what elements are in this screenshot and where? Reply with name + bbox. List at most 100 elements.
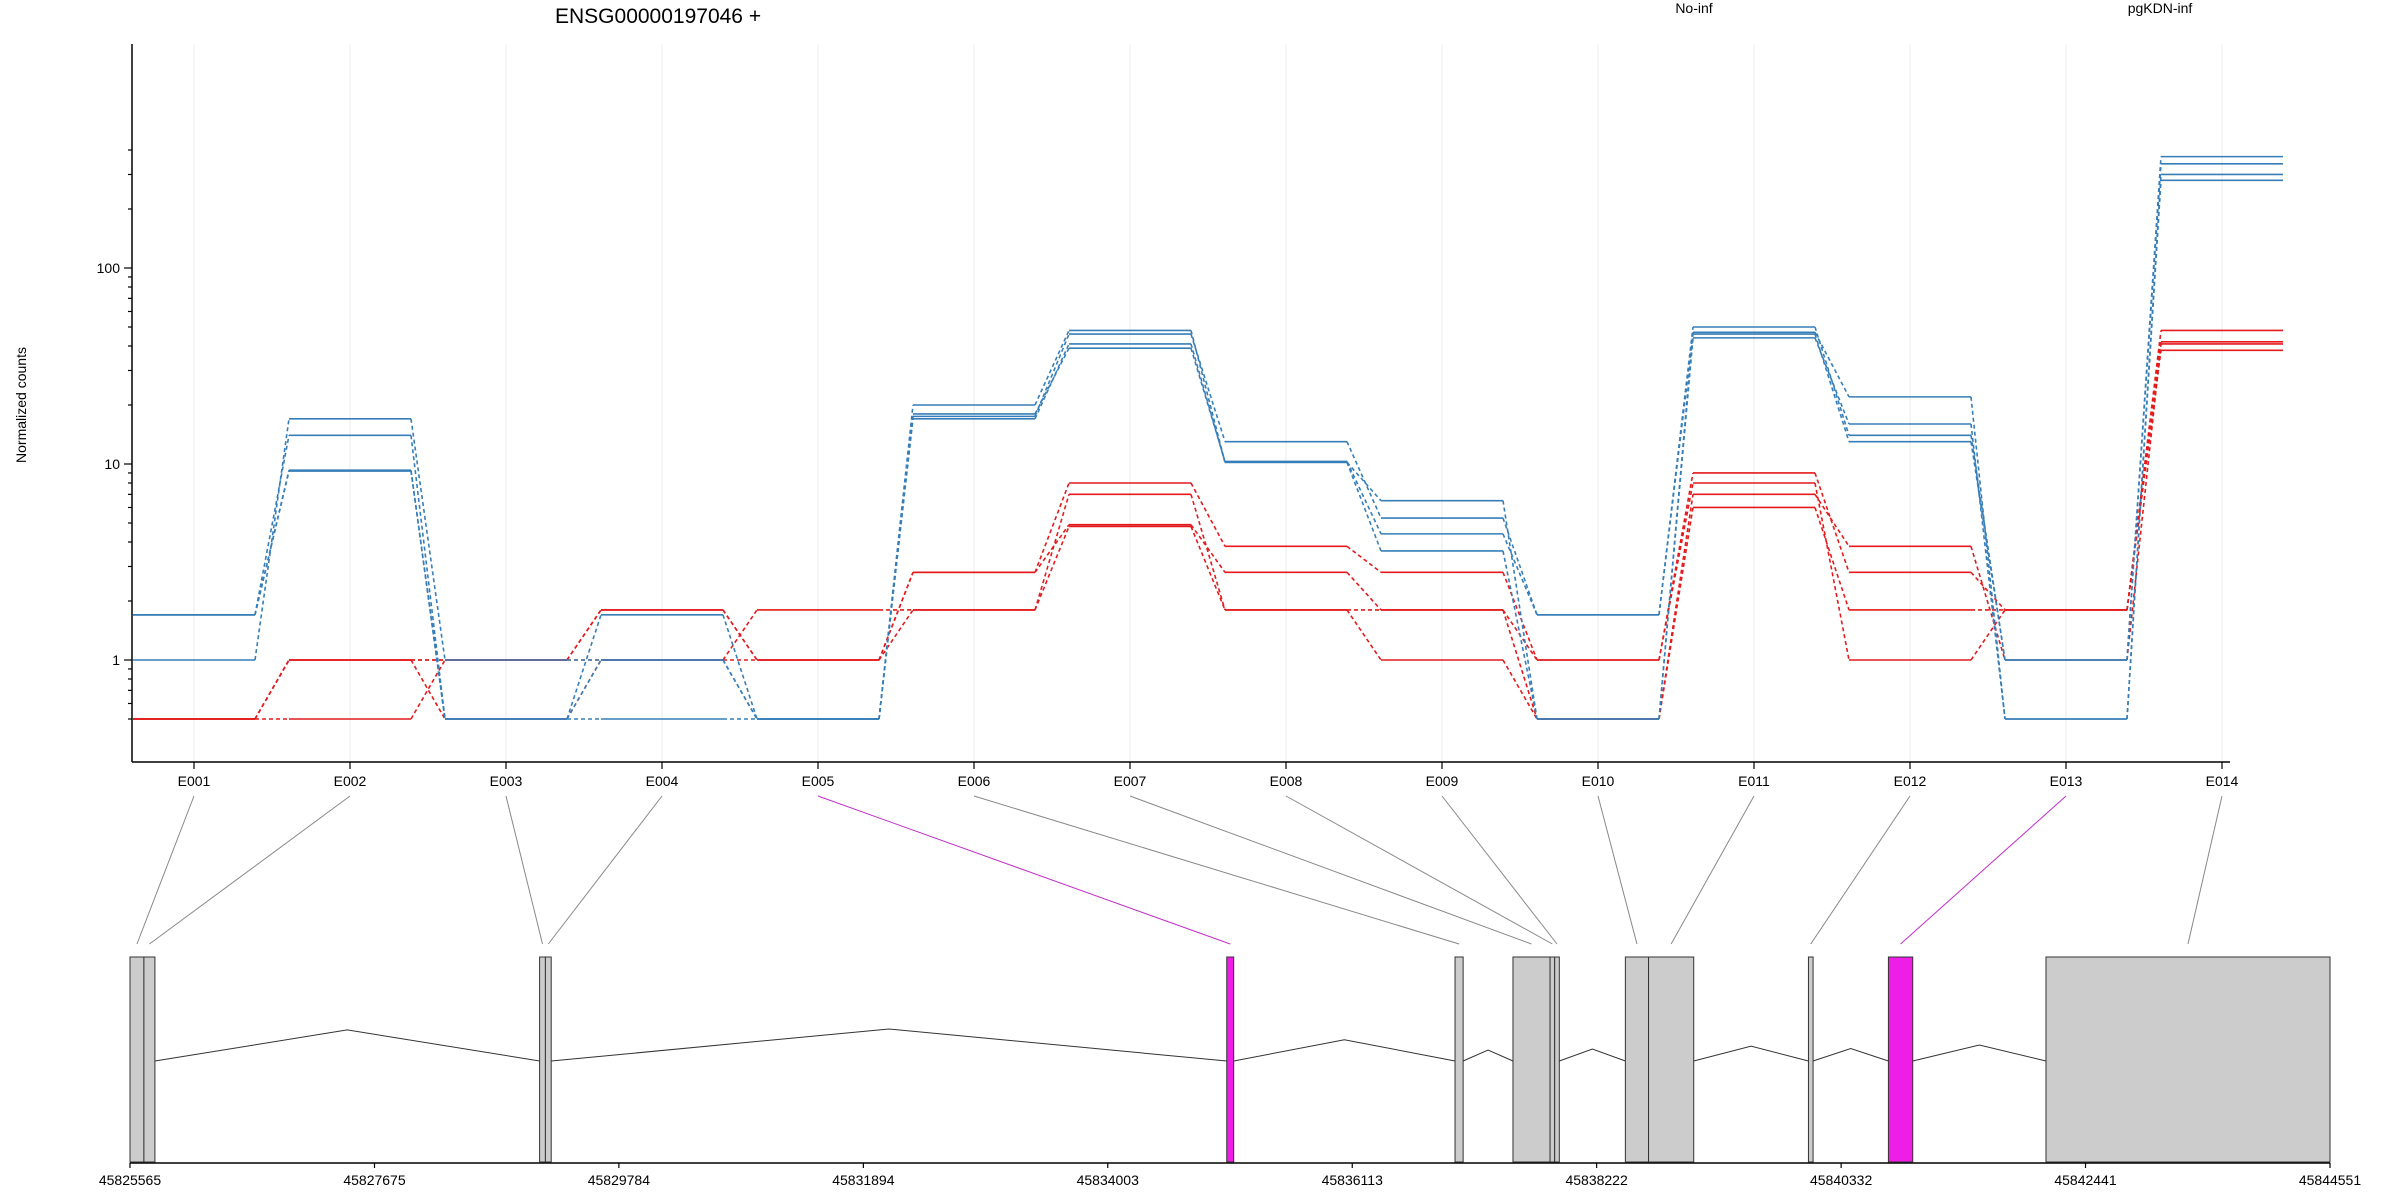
series-7-link-e007 (1190, 347, 1226, 462)
series-1-link-e009 (1502, 659, 1538, 720)
series-3-link-e002 (410, 659, 446, 720)
series-2-link-e002 (410, 659, 446, 720)
series-7-link-e013 (2126, 156, 2162, 661)
series-3-link-e008 (1346, 571, 1382, 611)
series-5-link-e009 (1502, 550, 1538, 720)
series-6-link-e009 (1502, 500, 1538, 720)
connector-e010 (1597, 795, 1638, 945)
series-2-link-e004 (722, 609, 758, 661)
x-tick-label-e008: E008 (1270, 773, 1303, 789)
intron-e013 (1912, 1044, 2047, 1062)
intron-e011 (1693, 1045, 1809, 1062)
x-tick-label-e009: E009 (1426, 773, 1459, 789)
series-7-link-e004 (722, 659, 758, 720)
series-5-link-e008 (1346, 462, 1382, 552)
series-5-link-e011 (1814, 337, 1850, 425)
series-2-link-e013 (2126, 341, 2162, 611)
exon-box-e006 (1454, 956, 1464, 1163)
exon-box-e008 (1549, 956, 1556, 1163)
x-tick-label-e001: E001 (178, 773, 211, 789)
x-tick-label-e002: E002 (334, 773, 367, 789)
exon-box-e004 (544, 956, 552, 1163)
x-tick-label-e003: E003 (490, 773, 523, 789)
intron-e002 (154, 1029, 540, 1062)
x-tick-label-e014: E014 (2206, 773, 2239, 789)
series-1-link-e011 (1814, 507, 1850, 611)
series-2-link-e006 (1034, 482, 1070, 573)
intron-e009 (1559, 1048, 1626, 1062)
connector-e003 (505, 795, 543, 945)
x-tick-label-e004: E004 (646, 773, 679, 789)
series-2-link-e009 (1502, 572, 1538, 661)
series-6-link-e007 (1190, 330, 1226, 463)
series-2-link-e003 (566, 609, 602, 661)
intron-e005 (1233, 1039, 1456, 1062)
axes: 1 10 100 E001 E002 E003 E004 E005 E006 E007 E008 E0… (97, 44, 2239, 789)
y-tick-label-100: 100 (97, 260, 121, 276)
series-2-link-e012 (1970, 609, 2006, 661)
chart-title: ENSG00000197046 + (555, 5, 761, 28)
series-3-link-e007 (1190, 524, 1226, 573)
exon-box-e010 (1624, 956, 1650, 1163)
series-7-link-e012 (1970, 441, 2006, 661)
series-2-link-e010 (1658, 482, 1694, 661)
genomic-tick-label: 45829784 (588, 1172, 651, 1188)
series-4-link-e002 (410, 435, 446, 720)
series-7-link-e010 (1658, 334, 1694, 615)
x-tick-label-e013: E013 (2050, 773, 2083, 789)
series-7-link-e003 (566, 659, 602, 720)
series-0-link-e011 (1814, 472, 1850, 573)
series-3-link-e005 (878, 572, 914, 661)
series-1-link-e013 (2126, 350, 2162, 611)
series-3-link-e013 (2126, 343, 2162, 661)
x-tick-label-e006: E006 (958, 773, 991, 789)
connector-e009 (1441, 795, 1558, 945)
series-4-link-e004 (722, 614, 758, 720)
series-0-link-e005 (878, 609, 914, 661)
series-7-link-e005 (878, 413, 914, 720)
series-7-link-e006 (1034, 347, 1070, 415)
exon-box-e001 (129, 956, 145, 1163)
series-6-link-e008 (1346, 461, 1382, 502)
legend-entry-pgkdn-inf: pgKDN-inf (2128, 0, 2193, 16)
series-6-link-e013 (2126, 174, 2162, 720)
legend-entry-no-inf: No-inf (1675, 0, 1712, 16)
x-tick-label-e011: E011 (1738, 773, 1770, 789)
series-4-link-e001 (254, 435, 290, 615)
connector-e005 (817, 795, 1231, 945)
series-3-link-e010 (1658, 494, 1694, 720)
intron-e012 (1812, 1047, 1889, 1062)
series-3-link-e012 (1970, 546, 2006, 661)
y-axis-label: Normalized counts (13, 347, 29, 463)
series-6-link-e012 (1970, 396, 2006, 720)
exon-box-e005 (1226, 956, 1235, 1163)
genomic-tick-label: 45844551 (2299, 1172, 2362, 1188)
genomic-tick-label: 45836113 (1322, 1172, 1383, 1188)
connector-e013 (1900, 795, 2067, 945)
series-0-link-e012 (1970, 571, 2006, 611)
x-tick-label-e012: E012 (1894, 773, 1927, 789)
y-tick-label-1: 1 (112, 652, 120, 668)
connector-e008 (1285, 795, 1553, 945)
connector-e006 (973, 795, 1460, 945)
series-1-link-e008 (1346, 609, 1382, 661)
intron-e006 (1462, 1049, 1514, 1062)
series-3-link-e011 (1814, 493, 1850, 547)
connector-e012 (1810, 795, 1911, 945)
series-2-link-e007 (1190, 482, 1226, 547)
exon-box-e009 (1554, 956, 1560, 1163)
series-6-link-e010 (1658, 332, 1694, 720)
series-1-link-e010 (1658, 507, 1694, 720)
series-4-link-e003 (566, 614, 602, 720)
intron-e004 (551, 1028, 1227, 1062)
connector-e007 (1129, 795, 1532, 945)
series-4-link-e011 (1814, 326, 1850, 436)
series-6-link-e006 (1034, 330, 1070, 406)
y-tick-label-10: 10 (104, 456, 120, 472)
series-7-link-e001 (254, 470, 290, 616)
series-4-link-e007 (1190, 333, 1226, 442)
connector-e004 (547, 795, 663, 945)
series-2-link-e008 (1346, 545, 1382, 573)
series-4-link-e006 (1034, 333, 1070, 417)
